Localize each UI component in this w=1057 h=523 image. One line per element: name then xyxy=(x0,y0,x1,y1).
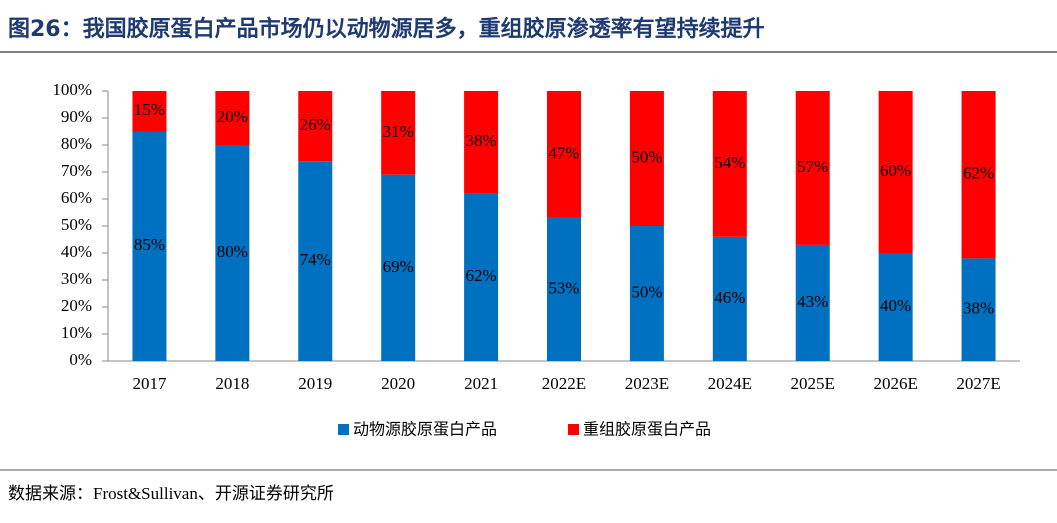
x-tick-label: 2017 xyxy=(132,374,167,393)
bar-segment xyxy=(961,258,996,361)
x-tick-label: 2019 xyxy=(298,374,332,393)
value-label: 54% xyxy=(714,153,745,172)
value-label: 43% xyxy=(797,292,828,311)
y-tick-label: 0% xyxy=(69,350,92,369)
value-label: 26% xyxy=(300,115,331,134)
legend-swatch xyxy=(568,424,579,435)
x-tick-label: 2020 xyxy=(381,374,415,393)
bar-segment xyxy=(629,226,664,361)
value-label: 47% xyxy=(548,143,579,162)
y-tick-label: 80% xyxy=(61,134,92,153)
bar-segment xyxy=(215,145,250,361)
x-tick-label: 2026E xyxy=(873,374,917,393)
value-label: 74% xyxy=(300,250,331,269)
x-tick-label: 2022E xyxy=(542,374,586,393)
y-tick-label: 40% xyxy=(61,242,92,261)
bar-segment xyxy=(215,91,250,145)
bar-segment xyxy=(132,131,167,361)
legend-label: 动物源胶原蛋白产品 xyxy=(353,420,497,439)
y-tick-label: 20% xyxy=(61,296,92,315)
value-label: 69% xyxy=(383,257,414,276)
x-tick-label: 2024E xyxy=(708,374,752,393)
y-tick-label: 100% xyxy=(52,80,92,99)
y-tick-label: 10% xyxy=(61,323,92,342)
value-label: 20% xyxy=(217,107,248,126)
value-label: 62% xyxy=(963,164,994,183)
value-label: 50% xyxy=(631,282,662,301)
y-tick-label: 70% xyxy=(61,161,92,180)
x-tick-label: 2023E xyxy=(625,374,669,393)
bar-segment xyxy=(547,217,581,361)
source: 数据来源：Frost&Sullivan、开源证券研究所 xyxy=(8,484,334,503)
value-label: 62% xyxy=(466,266,497,285)
bar-segment xyxy=(381,91,416,175)
bar-segment xyxy=(878,91,913,253)
chart-title: 图26：我国胶原蛋白产品市场仍以动物源居多，重组胶原渗透率有望持续提升 xyxy=(8,16,765,42)
bar-segment xyxy=(464,91,499,194)
value-label: 38% xyxy=(963,299,994,318)
y-tick-label: 30% xyxy=(61,269,92,288)
bar-segment xyxy=(547,91,581,218)
bar-segment xyxy=(878,253,913,361)
bar-segment xyxy=(795,244,830,361)
value-label: 85% xyxy=(134,235,165,254)
value-label: 80% xyxy=(217,242,248,261)
y-tick-label: 60% xyxy=(61,188,92,207)
bar-segment xyxy=(132,91,167,132)
y-tick-label: 50% xyxy=(61,215,92,234)
value-label: 46% xyxy=(714,288,745,307)
value-label: 40% xyxy=(880,296,911,315)
value-label: 60% xyxy=(880,161,911,180)
legend-label: 重组胶原蛋白产品 xyxy=(583,420,711,439)
x-tick-label: 2027E xyxy=(956,374,1000,393)
bar-segment xyxy=(712,236,747,361)
bar-segment xyxy=(381,174,416,361)
value-label: 57% xyxy=(797,157,828,176)
value-label: 31% xyxy=(383,122,414,141)
bar-segment xyxy=(298,161,333,361)
value-label: 53% xyxy=(548,278,579,297)
bar-segment xyxy=(464,193,499,361)
value-label: 15% xyxy=(134,100,165,119)
value-label: 50% xyxy=(631,147,662,166)
bar-segment xyxy=(629,91,664,226)
bar-segment xyxy=(961,91,996,259)
bar-segment xyxy=(712,91,747,237)
x-tick-label: 2018 xyxy=(215,374,249,393)
x-tick-label: 2025E xyxy=(791,374,835,393)
bar-segment xyxy=(298,91,333,162)
x-tick-label: 2021 xyxy=(464,374,498,393)
y-tick-label: 90% xyxy=(61,107,92,126)
legend-swatch xyxy=(338,424,349,435)
bar-segment xyxy=(795,91,830,245)
value-label: 38% xyxy=(466,131,497,150)
